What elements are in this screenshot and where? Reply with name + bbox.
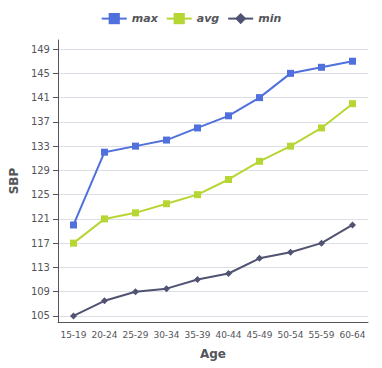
svg-text:SBP: SBP — [7, 168, 21, 195]
svg-text:Age: Age — [200, 347, 226, 361]
svg-text:50-54: 50-54 — [277, 330, 303, 340]
svg-text:55-59: 55-59 — [308, 330, 334, 340]
svg-text:20-24: 20-24 — [91, 330, 117, 340]
svg-text:125: 125 — [31, 189, 50, 200]
svg-text:40-44: 40-44 — [215, 330, 241, 340]
svg-text:max: max — [132, 12, 159, 25]
svg-text:121: 121 — [31, 213, 50, 224]
svg-text:145: 145 — [31, 68, 50, 79]
svg-text:113: 113 — [31, 262, 50, 273]
svg-text:109: 109 — [31, 286, 50, 297]
svg-text:15-19: 15-19 — [60, 330, 86, 340]
svg-text:35-39: 35-39 — [184, 330, 210, 340]
svg-text:45-49: 45-49 — [246, 330, 272, 340]
svg-text:avg: avg — [197, 12, 220, 25]
svg-text:137: 137 — [31, 116, 50, 127]
svg-text:105: 105 — [31, 310, 50, 321]
svg-text:149: 149 — [31, 44, 50, 55]
svg-text:141: 141 — [31, 92, 50, 103]
svg-text:117: 117 — [31, 238, 50, 249]
svg-text:30-34: 30-34 — [153, 330, 179, 340]
svg-text:133: 133 — [31, 141, 50, 152]
svg-text:min: min — [258, 12, 281, 25]
svg-text:129: 129 — [31, 165, 50, 176]
svg-text:25-29: 25-29 — [122, 330, 148, 340]
svg-text:60-64: 60-64 — [339, 330, 365, 340]
